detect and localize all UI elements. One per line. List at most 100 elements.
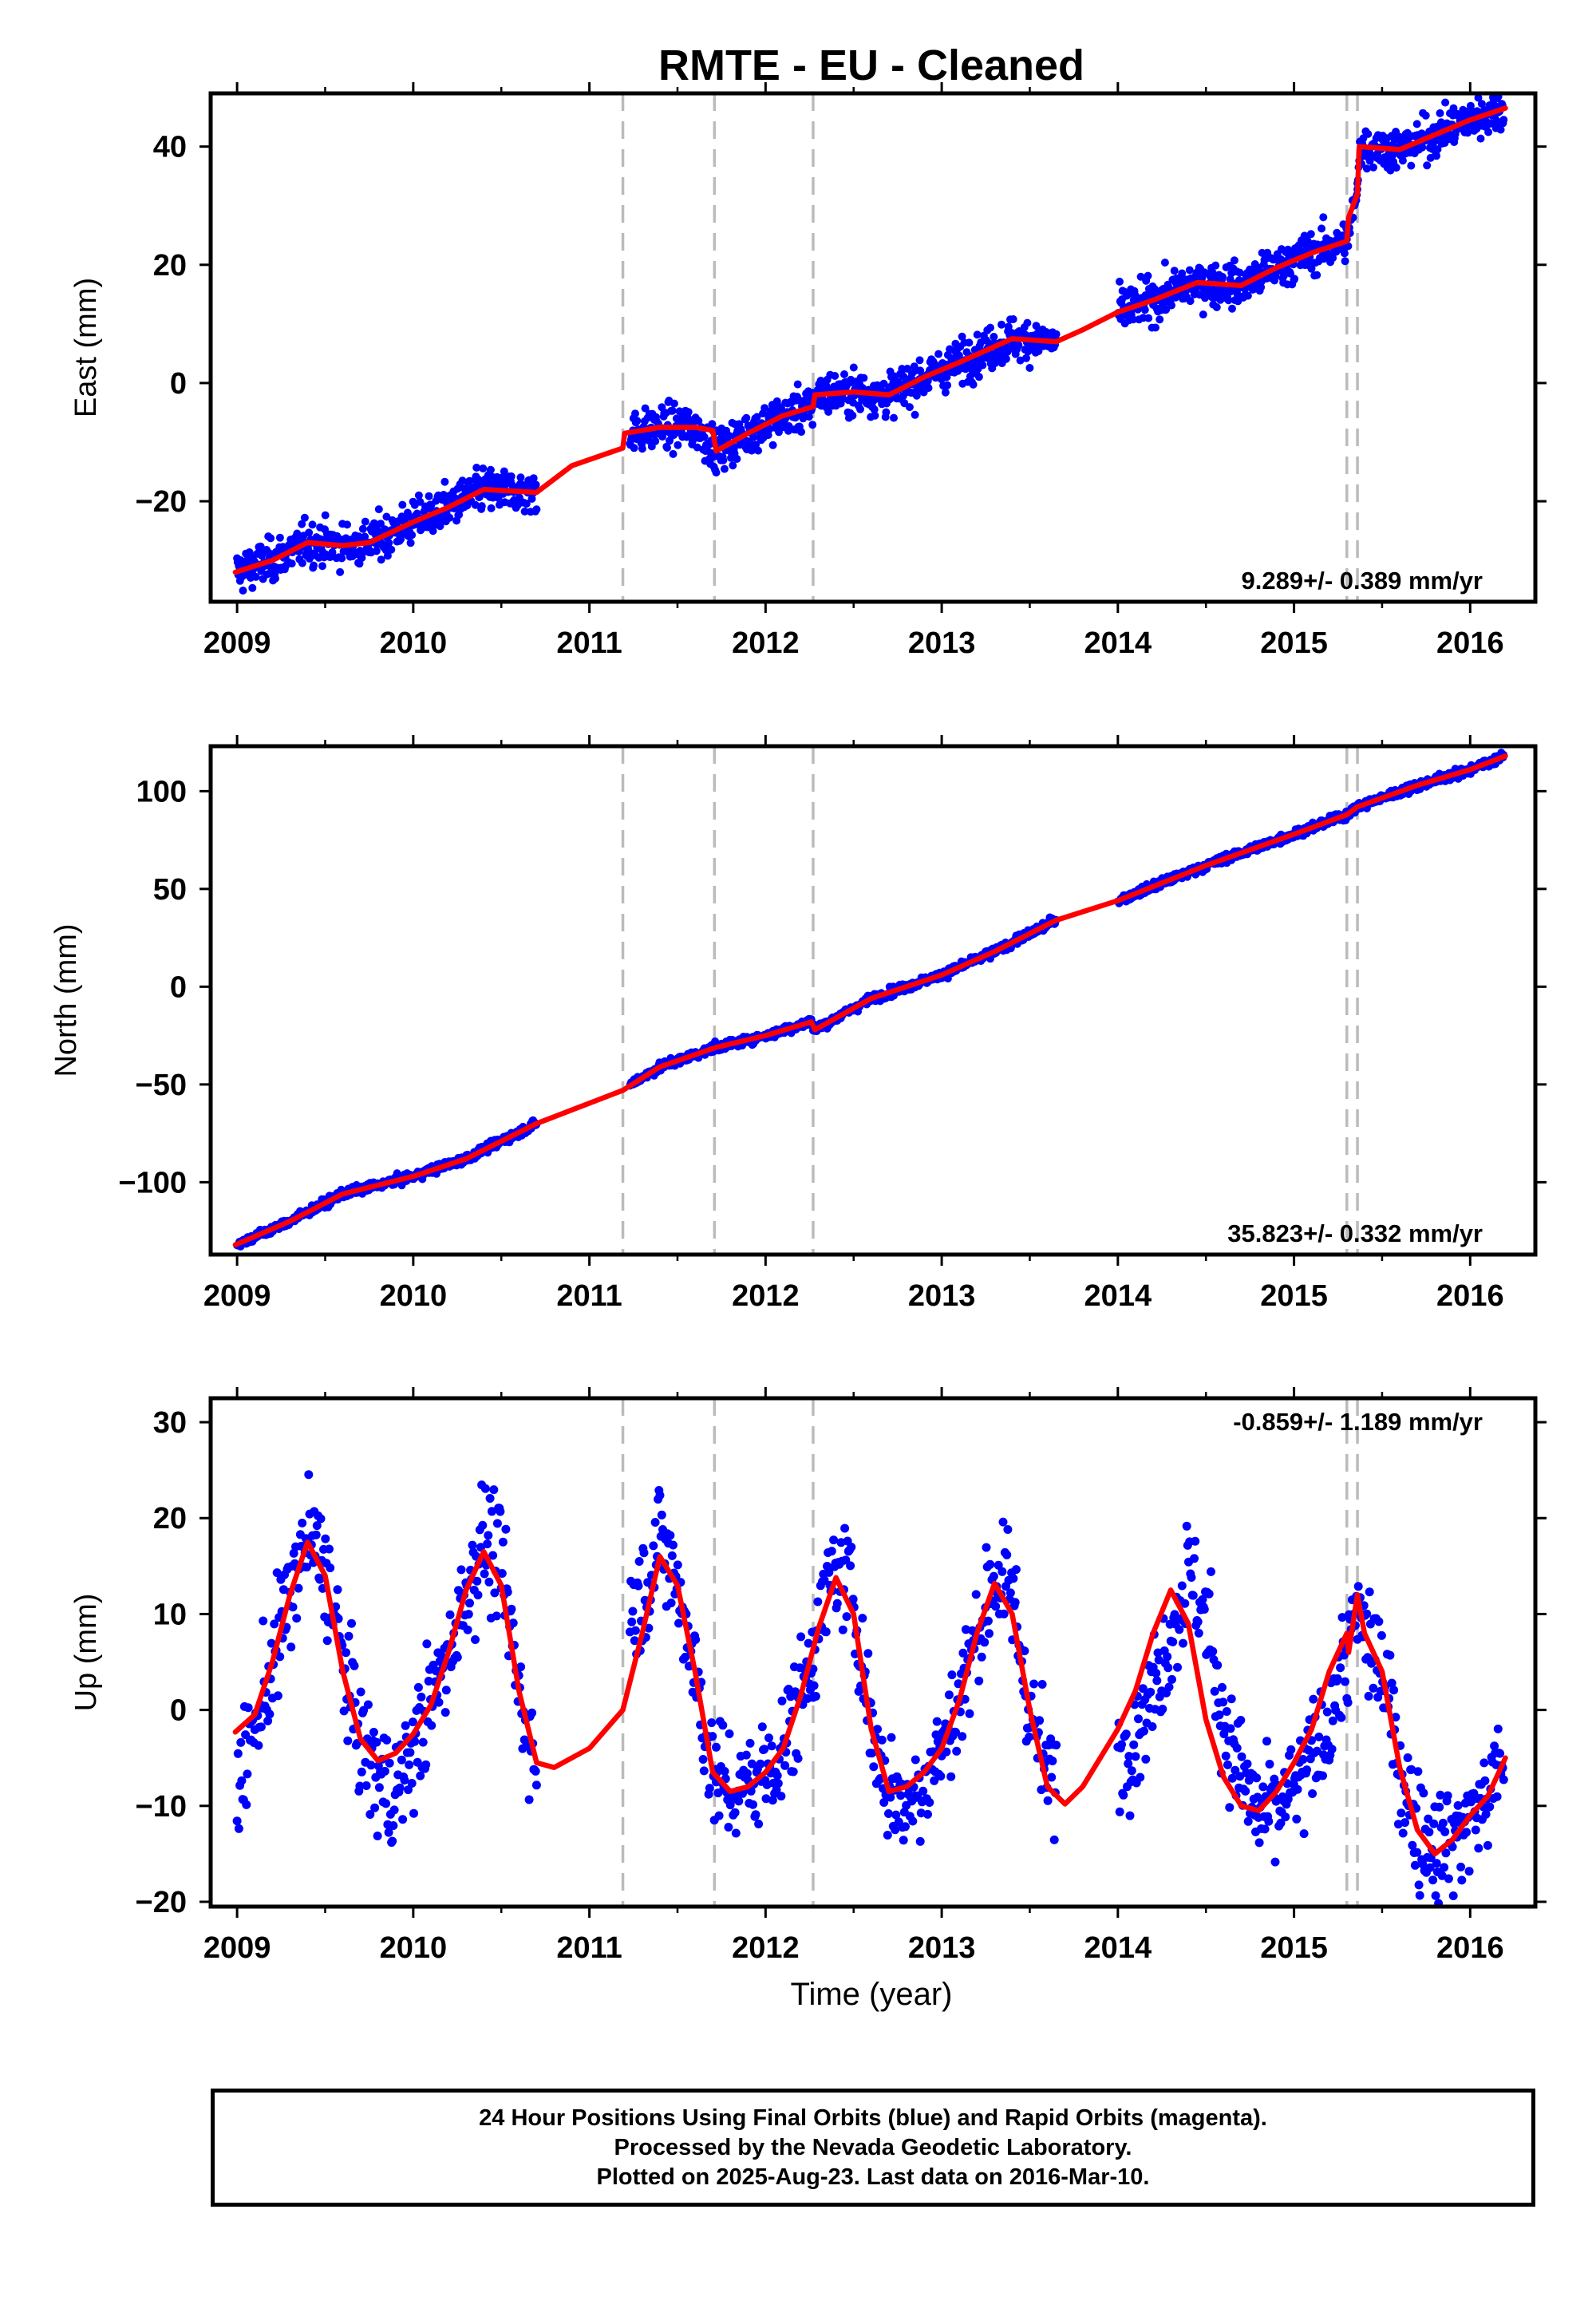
up-data-point <box>322 1636 332 1646</box>
north-frame <box>208 744 1538 1257</box>
east-data-point <box>477 502 486 511</box>
up-data-point <box>827 1547 836 1556</box>
up-data-point <box>1188 1591 1198 1600</box>
up-data-point <box>1385 1650 1395 1660</box>
east-data-point <box>298 559 306 567</box>
up-data-point <box>1276 1818 1286 1828</box>
up-data-point <box>1219 1697 1228 1707</box>
east-data-point <box>529 474 538 483</box>
up-data-point <box>1121 1729 1131 1739</box>
up-data-point <box>468 1540 477 1550</box>
up-data-point <box>1262 1737 1271 1746</box>
up-data-point <box>471 1635 480 1644</box>
up-data-point <box>699 1766 709 1776</box>
east-data-point <box>1290 275 1299 283</box>
east-data-point <box>753 413 761 421</box>
east-data-point <box>890 413 898 422</box>
east-data-point <box>1224 296 1233 305</box>
east-data-point <box>943 381 952 389</box>
up-data-point <box>292 1614 302 1623</box>
up-data-point <box>485 1494 495 1503</box>
east-data-point <box>668 406 677 415</box>
east-data-point <box>934 350 943 358</box>
east-data-point <box>990 333 998 341</box>
north-x-tick-label: 2016 <box>1436 1279 1504 1313</box>
up-data-point <box>756 1759 765 1769</box>
up-data-point <box>417 1692 426 1701</box>
up-data-point <box>796 1632 806 1642</box>
up-data-point <box>315 1575 325 1584</box>
up-data-point <box>1136 1773 1145 1782</box>
east-data-point <box>1185 266 1194 275</box>
up-data-point <box>1241 1786 1250 1796</box>
east-y-tick-label: 0 <box>170 367 187 401</box>
up-data-point <box>456 1565 466 1575</box>
up-data-point <box>501 1524 511 1534</box>
up-data-point <box>707 1718 717 1728</box>
up-data-point <box>958 1648 968 1658</box>
up-data-point <box>445 1610 455 1619</box>
east-data-point <box>1022 354 1030 362</box>
east-data-point <box>1412 120 1421 128</box>
east-data-point <box>998 320 1005 329</box>
east-y-axis-label: East (mm) <box>69 278 103 417</box>
up-data-point <box>734 1796 744 1806</box>
up-data-point <box>666 1599 676 1607</box>
east-data-point <box>336 567 345 576</box>
up-data-point <box>884 1809 893 1818</box>
up-data-point <box>1037 1680 1047 1689</box>
east-data-point <box>708 420 717 429</box>
up-data-point <box>1364 1691 1373 1701</box>
east-data-point <box>1464 128 1472 137</box>
east-data-point <box>1230 256 1238 265</box>
east-data-point <box>978 361 987 370</box>
up-data-point <box>527 1708 537 1717</box>
east-data-point <box>1477 100 1486 109</box>
up-data-point <box>496 1507 505 1516</box>
up-data-point <box>405 1760 414 1769</box>
up-data-point <box>983 1616 993 1626</box>
up-data-point <box>1258 1782 1268 1792</box>
east-data-point <box>1306 230 1315 239</box>
up-data-point <box>1327 1745 1337 1754</box>
east-data-point <box>824 408 833 416</box>
east-data-point <box>1423 161 1432 170</box>
up-data-point <box>1286 1745 1296 1754</box>
up-data-point <box>1377 1630 1386 1640</box>
east-rate-label: 9.289+/- 0.389 mm/yr <box>1242 567 1483 595</box>
up-data-point <box>490 1588 500 1598</box>
east-data-point <box>1014 341 1023 350</box>
east-data-point <box>1164 283 1173 291</box>
up-data-point <box>745 1738 755 1748</box>
up-data-point <box>980 1638 990 1647</box>
up-data-point <box>666 1531 675 1540</box>
east-data-point <box>1432 152 1440 160</box>
north-panel: 2009 2010 2011 2012 2013 2014 2015 2016−100−500… <box>49 735 1547 1313</box>
up-data-point <box>813 1597 823 1607</box>
up-data-point <box>1117 1740 1126 1749</box>
east-data-point <box>361 532 369 541</box>
up-data-point <box>1302 1765 1312 1775</box>
up-data-point <box>440 1708 450 1717</box>
east-data-point <box>871 411 879 420</box>
up-data-point <box>777 1696 787 1705</box>
east-data-point <box>1436 109 1444 117</box>
east-data-point <box>670 399 678 408</box>
east-data-point <box>507 472 516 480</box>
north-x-tick-label: 2015 <box>1260 1279 1328 1313</box>
east-data-point <box>941 388 950 397</box>
up-data-point <box>410 1737 420 1746</box>
up-data-point <box>848 1595 858 1604</box>
east-data-point <box>733 455 741 463</box>
up-data-point <box>1215 1710 1224 1720</box>
up-data-point <box>325 1544 334 1554</box>
north-x-tick-label: 2012 <box>732 1279 800 1313</box>
up-data-point <box>1219 1729 1229 1739</box>
east-data-point <box>1228 304 1236 313</box>
east-data-point <box>958 332 966 341</box>
east-data-point <box>700 433 709 441</box>
up-data-point <box>1236 1716 1246 1725</box>
east-data-point <box>719 456 728 464</box>
north-y-tick-label: −100 <box>118 1166 187 1199</box>
up-data-point <box>1115 1807 1124 1816</box>
